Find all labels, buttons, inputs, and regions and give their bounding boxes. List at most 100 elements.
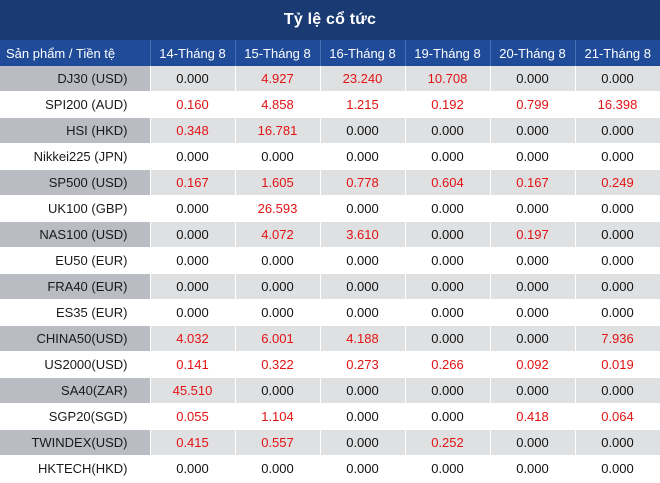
dividend-value-cell: 0.000 (405, 143, 491, 170)
dividend-value-cell: 45.510 (150, 377, 236, 404)
dividend-table: Sản phẩm / Tiền tệ 14-Tháng 8 15-Tháng 8… (0, 40, 660, 482)
dividend-value-cell: 0.604 (405, 169, 491, 196)
dividend-value-cell: 0.000 (235, 143, 321, 170)
dividend-value-cell: 0.000 (405, 403, 491, 430)
table-header-row: Sản phẩm / Tiền tệ 14-Tháng 8 15-Tháng 8… (0, 40, 660, 66)
dividend-value-cell: 0.000 (490, 117, 576, 144)
dividend-value-cell: 0.249 (575, 169, 660, 196)
dividend-value-cell: 0.000 (575, 247, 660, 274)
table-row: SPI200 (AUD) 0.160 4.858 1.215 0.192 0.799 16.… (0, 91, 660, 118)
header-date: 21-Tháng 8 (575, 40, 660, 66)
table-row: SGP20(SGD) 0.055 1.104 0.000 0.000 0.418 0.064 (0, 403, 660, 430)
row-instrument-name: Nikkei225 (JPN) (0, 143, 151, 170)
dividend-value-cell: 0.000 (150, 455, 236, 482)
dividend-value-cell: 0.000 (490, 143, 576, 170)
table-row: SA40(ZAR) 45.510 0.000 0.000 0.000 0.000 0.000 (0, 377, 660, 404)
table-row: EU50 (EUR) 0.000 0.000 0.000 0.000 0.000 0.000 (0, 247, 660, 274)
dividend-value-cell: 4.927 (235, 66, 321, 92)
dividend-value-cell: 16.781 (235, 117, 321, 144)
header-date: 20-Tháng 8 (490, 40, 576, 66)
dividend-value-cell: 0.000 (320, 247, 406, 274)
dividend-value-cell: 0.000 (150, 247, 236, 274)
dividend-value-cell: 0.000 (320, 299, 406, 326)
dividend-value-cell: 0.000 (575, 429, 660, 456)
row-instrument-name: SGP20(SGD) (0, 403, 151, 430)
dividend-value-cell: 0.000 (320, 195, 406, 222)
row-instrument-name: HSI (HKD) (0, 117, 151, 144)
dividend-value-cell: 10.708 (405, 66, 491, 92)
dividend-value-cell: 4.032 (150, 325, 236, 352)
header-date: 19-Tháng 8 (405, 40, 491, 66)
row-instrument-name: ES35 (EUR) (0, 299, 151, 326)
table-row: US2000(USD) 0.141 0.322 0.273 0.266 0.092 0.01… (0, 351, 660, 378)
dividend-value-cell: 0.000 (235, 247, 321, 274)
dividend-value-cell: 0.000 (490, 66, 576, 92)
table-row: FRA40 (EUR) 0.000 0.000 0.000 0.000 0.000 0.00… (0, 273, 660, 300)
dividend-value-cell: 0.064 (575, 403, 660, 430)
table-row: SP500 (USD) 0.167 1.605 0.778 0.604 0.167 0.24… (0, 169, 660, 196)
dividend-value-cell: 0.167 (150, 169, 236, 196)
dividend-value-cell: 0.000 (150, 66, 236, 92)
dividend-value-cell: 0.000 (235, 377, 321, 404)
dividend-value-cell: 1.104 (235, 403, 321, 430)
dividend-value-cell: 0.000 (150, 299, 236, 326)
table-row: NAS100 (USD) 0.000 4.072 3.610 0.000 0.197 0.0… (0, 221, 660, 248)
table-row: ES35 (EUR) 0.000 0.000 0.000 0.000 0.000 0.000 (0, 299, 660, 326)
dividend-value-cell: 0.160 (150, 91, 236, 118)
row-instrument-name: DJ30 (USD) (0, 66, 151, 92)
dividend-value-cell: 0.000 (320, 273, 406, 300)
dividend-value-cell: 0.000 (405, 221, 491, 248)
table-row: HKTECH(HKD) 0.000 0.000 0.000 0.000 0.000 0.00… (0, 455, 660, 482)
header-date: 15-Tháng 8 (235, 40, 321, 66)
dividend-value-cell: 0.000 (320, 117, 406, 144)
dividend-value-cell: 0.000 (235, 299, 321, 326)
dividend-value-cell: 0.000 (575, 66, 660, 92)
row-instrument-name: SA40(ZAR) (0, 377, 151, 404)
dividend-value-cell: 0.000 (235, 273, 321, 300)
dividend-value-cell: 0.000 (490, 273, 576, 300)
row-instrument-name: SPI200 (AUD) (0, 91, 151, 118)
dividend-value-cell: 0.000 (490, 247, 576, 274)
dividend-value-cell: 0.000 (405, 299, 491, 326)
dividend-value-cell: 0.000 (320, 143, 406, 170)
panel-title: Tỷ lệ cổ tức (0, 0, 660, 40)
dividend-value-cell: 0.000 (405, 195, 491, 222)
dividend-value-cell: 0.415 (150, 429, 236, 456)
dividend-value-cell: 0.322 (235, 351, 321, 378)
dividend-value-cell: 7.936 (575, 325, 660, 352)
row-instrument-name: EU50 (EUR) (0, 247, 151, 274)
row-instrument-name: SP500 (USD) (0, 169, 151, 196)
table-row: TWINDEX(USD) 0.415 0.557 0.000 0.252 0.000 0.0… (0, 429, 660, 456)
dividend-value-cell: 0.000 (150, 195, 236, 222)
dividend-value-cell: 0.557 (235, 429, 321, 456)
table-row: DJ30 (USD) 0.000 4.927 23.240 10.708 0.000 0.0… (0, 66, 660, 92)
dividend-value-cell: 0.000 (575, 377, 660, 404)
dividend-value-cell: 0.000 (320, 455, 406, 482)
row-instrument-name: UK100 (GBP) (0, 195, 151, 222)
dividend-value-cell: 0.000 (150, 221, 236, 248)
dividend-value-cell: 0.000 (320, 403, 406, 430)
dividend-value-cell: 0.000 (405, 377, 491, 404)
table-row: HSI (HKD) 0.348 16.781 0.000 0.000 0.000 0.000 (0, 117, 660, 144)
dividend-value-cell: 0.000 (405, 117, 491, 144)
dividend-value-cell: 0.000 (150, 143, 236, 170)
dividend-value-cell: 26.593 (235, 195, 321, 222)
dividend-value-cell: 0.000 (490, 195, 576, 222)
table-row: CHINA50(USD) 4.032 6.001 4.188 0.000 0.000 7.9… (0, 325, 660, 352)
dividend-value-cell: 0.141 (150, 351, 236, 378)
dividend-value-cell: 0.000 (320, 377, 406, 404)
dividend-value-cell: 4.858 (235, 91, 321, 118)
dividend-value-cell: 0.000 (575, 455, 660, 482)
dividend-value-cell: 0.000 (320, 429, 406, 456)
dividend-value-cell: 0.000 (490, 299, 576, 326)
dividend-value-cell: 0.192 (405, 91, 491, 118)
dividend-value-cell: 0.348 (150, 117, 236, 144)
row-instrument-name: TWINDEX(USD) (0, 429, 151, 456)
dividend-value-cell: 1.605 (235, 169, 321, 196)
dividend-value-cell: 16.398 (575, 91, 660, 118)
dividend-value-cell: 1.215 (320, 91, 406, 118)
dividend-value-cell: 0.000 (405, 325, 491, 352)
dividend-value-cell: 0.778 (320, 169, 406, 196)
dividend-value-cell: 0.167 (490, 169, 576, 196)
